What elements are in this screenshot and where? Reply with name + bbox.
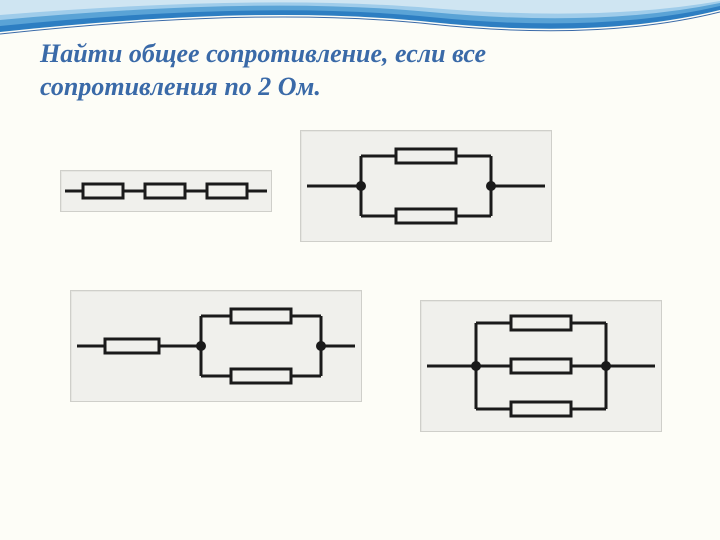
circuit-series-parallel-svg [71, 291, 361, 401]
title-line1: Найти общее сопротивление, если все [40, 39, 486, 68]
circuit-parallel3-svg [421, 301, 661, 431]
circuit-parallel3 [420, 300, 662, 432]
circuit-series3-svg [61, 171, 271, 211]
circuit-parallel2-svg [301, 131, 551, 241]
title-line2: сопротивления по 2 Ом. [40, 72, 321, 101]
circuit-parallel2 [300, 130, 552, 242]
circuit-series3 [60, 170, 272, 212]
page-title: Найти общее сопротивление, если все сопр… [40, 38, 680, 103]
circuit-series-parallel [70, 290, 362, 402]
